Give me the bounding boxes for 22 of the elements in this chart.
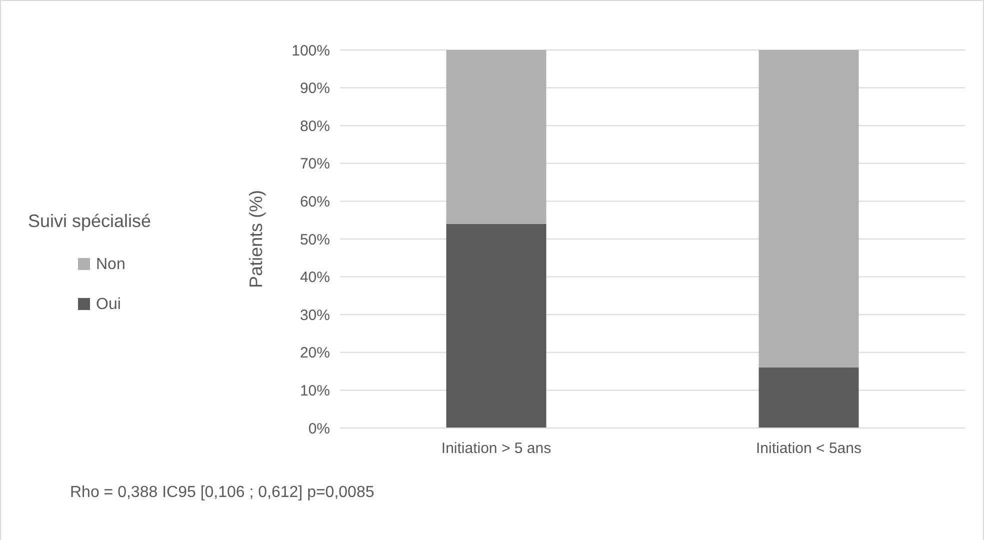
bar (446, 50, 546, 224)
x-tick-label: Initiation > 5 ans (441, 440, 552, 457)
y-tick-label: 60% (300, 193, 330, 210)
y-tick-label: 70% (300, 156, 330, 173)
text: Rho = 0,388 IC95 [0,106 ; 0,612] p=0,0085 (70, 484, 374, 501)
legend-label: Non (96, 256, 126, 273)
y-tick-label: 20% (300, 344, 330, 362)
y-tick-label: 80% (300, 118, 330, 135)
bar (758, 50, 859, 368)
y-tick-label: 40% (300, 269, 330, 286)
y-tick-label: 0% (308, 420, 330, 438)
legend-title: Suivi spécialisé (28, 211, 152, 231)
legend-label: Oui (96, 296, 121, 313)
bar (758, 368, 859, 428)
y-tick-label: 100% (292, 42, 330, 60)
bar (446, 224, 546, 428)
y-tick-label: 50% (300, 231, 330, 248)
y-axis-title: Patients (%) (246, 190, 266, 288)
x-tick-label: Initiation < 5ans (756, 440, 862, 457)
y-tick-label: 90% (300, 80, 330, 98)
y-tick-label: 30% (300, 306, 330, 324)
y-tick-label: 10% (300, 382, 330, 400)
